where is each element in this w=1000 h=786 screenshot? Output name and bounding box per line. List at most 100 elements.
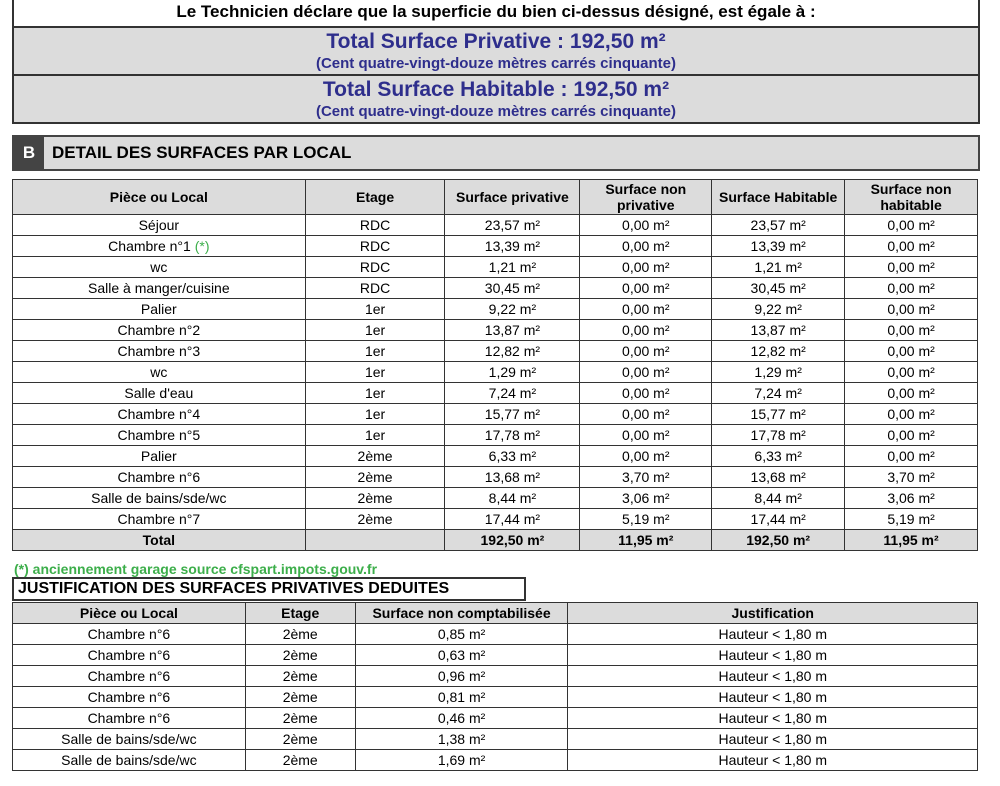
table-cell: 0,96 m² [354, 665, 569, 687]
table-row: Chambre n°1 (*) RDC 13,39 m² 0,00 m² 13,39 m… [12, 235, 978, 257]
cell-text: 1,29 m² [488, 364, 537, 380]
cell-text: 5,19 m² [887, 511, 935, 527]
table-cell: 2ème [304, 445, 446, 467]
footnote-marker: (*) [194, 238, 210, 254]
table-cell: Hauteur < 1,80 m [567, 644, 978, 666]
total-cell: 192,50 m² [444, 529, 581, 551]
cell-text: Chambre n°5 [117, 427, 201, 443]
table-cell: 1er [304, 298, 446, 320]
table-cell: 23,57 m² [711, 214, 846, 236]
table-cell: 0,00 m² [579, 361, 713, 383]
table-cell: 0,00 m² [844, 256, 978, 278]
cell-text: 0,00 m² [887, 427, 935, 443]
cell-text: RDC [359, 280, 391, 296]
cell-text: 0,00 m² [887, 280, 935, 296]
table-row: Salle de bains/sde/wc 2ème 1,69 m² Hauteur … [12, 749, 978, 771]
table-cell: RDC [304, 214, 446, 236]
cell-text: 0,00 m² [622, 259, 670, 275]
cell-text: 0,00 m² [887, 238, 935, 254]
cell-text: 2ème [357, 511, 393, 527]
table-cell: 8,44 m² [444, 487, 581, 509]
table-cell: Chambre n°6 [12, 686, 246, 708]
cell-text: 17,44 m² [750, 511, 806, 527]
cell-text: 0,00 m² [622, 343, 670, 359]
table-cell: 0,00 m² [579, 256, 713, 278]
cell-text: 7,24 m² [488, 385, 537, 401]
total-row: Total 192,50 m² 11,95 m² 192,50 m² 11,95 m² [12, 529, 978, 551]
cell-text: 1er [364, 343, 386, 359]
justification-table: Pièce ou Local Etage Surface non comptabil… [12, 602, 978, 771]
cell-text: 8,44 m² [754, 490, 802, 506]
table-cell: 3,06 m² [579, 487, 713, 509]
table-cell: 0,85 m² [354, 623, 569, 645]
table-row: Salle de bains/sde/wc 2ème 1,38 m² Hauteur … [12, 728, 978, 750]
cell-text: 0,00 m² [887, 448, 935, 464]
table-cell: 13,39 m² [711, 235, 846, 257]
table-cell: 0,00 m² [844, 277, 978, 299]
section-title: DETAIL DES SURFACES PAR LOCAL [52, 143, 352, 162]
table-cell: 23,57 m² [444, 214, 581, 236]
total-cell [304, 529, 446, 551]
table-cell: 5,19 m² [844, 508, 978, 530]
table-cell: 1er [304, 382, 446, 404]
table-cell: 0,00 m² [844, 235, 978, 257]
table-cell: 1er [304, 403, 446, 425]
table-cell: 0,00 m² [844, 319, 978, 341]
table-row: Salle de bains/sde/wc 2ème 8,44 m² 3,06 m² 8… [12, 487, 978, 509]
column-header: Etage [244, 602, 356, 624]
table-cell: 0,00 m² [844, 403, 978, 425]
justification-title: JUSTIFICATION DES SURFACES PRIVATIVES DE… [12, 577, 526, 601]
cell-text: Palier [140, 448, 177, 464]
cell-text: 0,00 m² [887, 259, 935, 275]
cell-text: 0,00 m² [887, 322, 935, 338]
table-cell: Chambre n°6 [12, 644, 246, 666]
total-habitable-block: Total Surface Habitable : 192,50 m² (Cen… [14, 74, 978, 122]
cell-text: 0,00 m² [622, 301, 670, 317]
cell-text: Chambre n°1 [108, 238, 191, 254]
table-row: Chambre n°6 2ème 0,85 m² Hauteur < 1,80 m [12, 623, 978, 645]
column-header: Pièce ou Local [12, 602, 246, 624]
table-cell: 0,00 m² [579, 403, 713, 425]
section-b-header: B DETAIL DES SURFACES PAR LOCAL [12, 135, 980, 171]
table-cell: wc [12, 256, 306, 278]
cell-text: 1,21 m² [754, 259, 802, 275]
cell-text: wc [150, 259, 168, 275]
cell-text: 13,68 m² [484, 469, 541, 485]
table-row: Chambre n°6 2ème 13,68 m² 3,70 m² 13,68 m² 3,… [12, 466, 978, 488]
cell-text: 0,00 m² [622, 280, 670, 296]
table-row: Palier 2ème 6,33 m² 0,00 m² 6,33 m² 0,00 m² [12, 445, 978, 467]
cell-text: 2ème [357, 469, 393, 485]
cell-text: 1er [364, 406, 386, 422]
cell-text: 23,57 m² [750, 217, 806, 233]
cell-text: Chambre n°7 [117, 511, 201, 527]
table-cell: 0,63 m² [354, 644, 569, 666]
table-cell: 0,00 m² [844, 382, 978, 404]
table-cell: RDC [304, 256, 446, 278]
cell-text: 1er [364, 322, 386, 338]
table-cell: 0,00 m² [844, 424, 978, 446]
cell-text: 1er [364, 385, 386, 401]
cell-text: 0,00 m² [887, 406, 935, 422]
table-cell: Chambre n°4 [12, 403, 306, 425]
cell-text: Salle de bains/sde/wc [91, 490, 227, 506]
cell-text: Salle d'eau [124, 385, 194, 401]
cell-text: 0,00 m² [887, 385, 935, 401]
table-row: Chambre n°3 1er 12,82 m² 0,00 m² 12,82 m² 0,0… [12, 340, 978, 362]
table-cell: 0,00 m² [579, 340, 713, 362]
cell-text: 0,00 m² [622, 385, 670, 401]
cell-text: 6,33 m² [488, 448, 537, 464]
cell-text: 15,77 m² [750, 406, 806, 422]
table-cell: 3,06 m² [844, 487, 978, 509]
cell-text: 17,78 m² [484, 427, 541, 443]
table-cell: 2ème [304, 466, 446, 488]
table-row: Chambre n°7 2ème 17,44 m² 5,19 m² 17,44 m² 5,… [12, 508, 978, 530]
table-cell: 0,00 m² [844, 298, 978, 320]
table-cell: Chambre n°6 [12, 665, 246, 687]
table-cell: 2ème [244, 686, 356, 708]
table-cell: 9,22 m² [444, 298, 581, 320]
table-cell: 2ème [244, 707, 356, 729]
table-cell: Séjour [12, 214, 306, 236]
cell-text: 17,78 m² [750, 427, 806, 443]
table-cell: 13,68 m² [444, 466, 581, 488]
table-cell: 6,33 m² [711, 445, 846, 467]
